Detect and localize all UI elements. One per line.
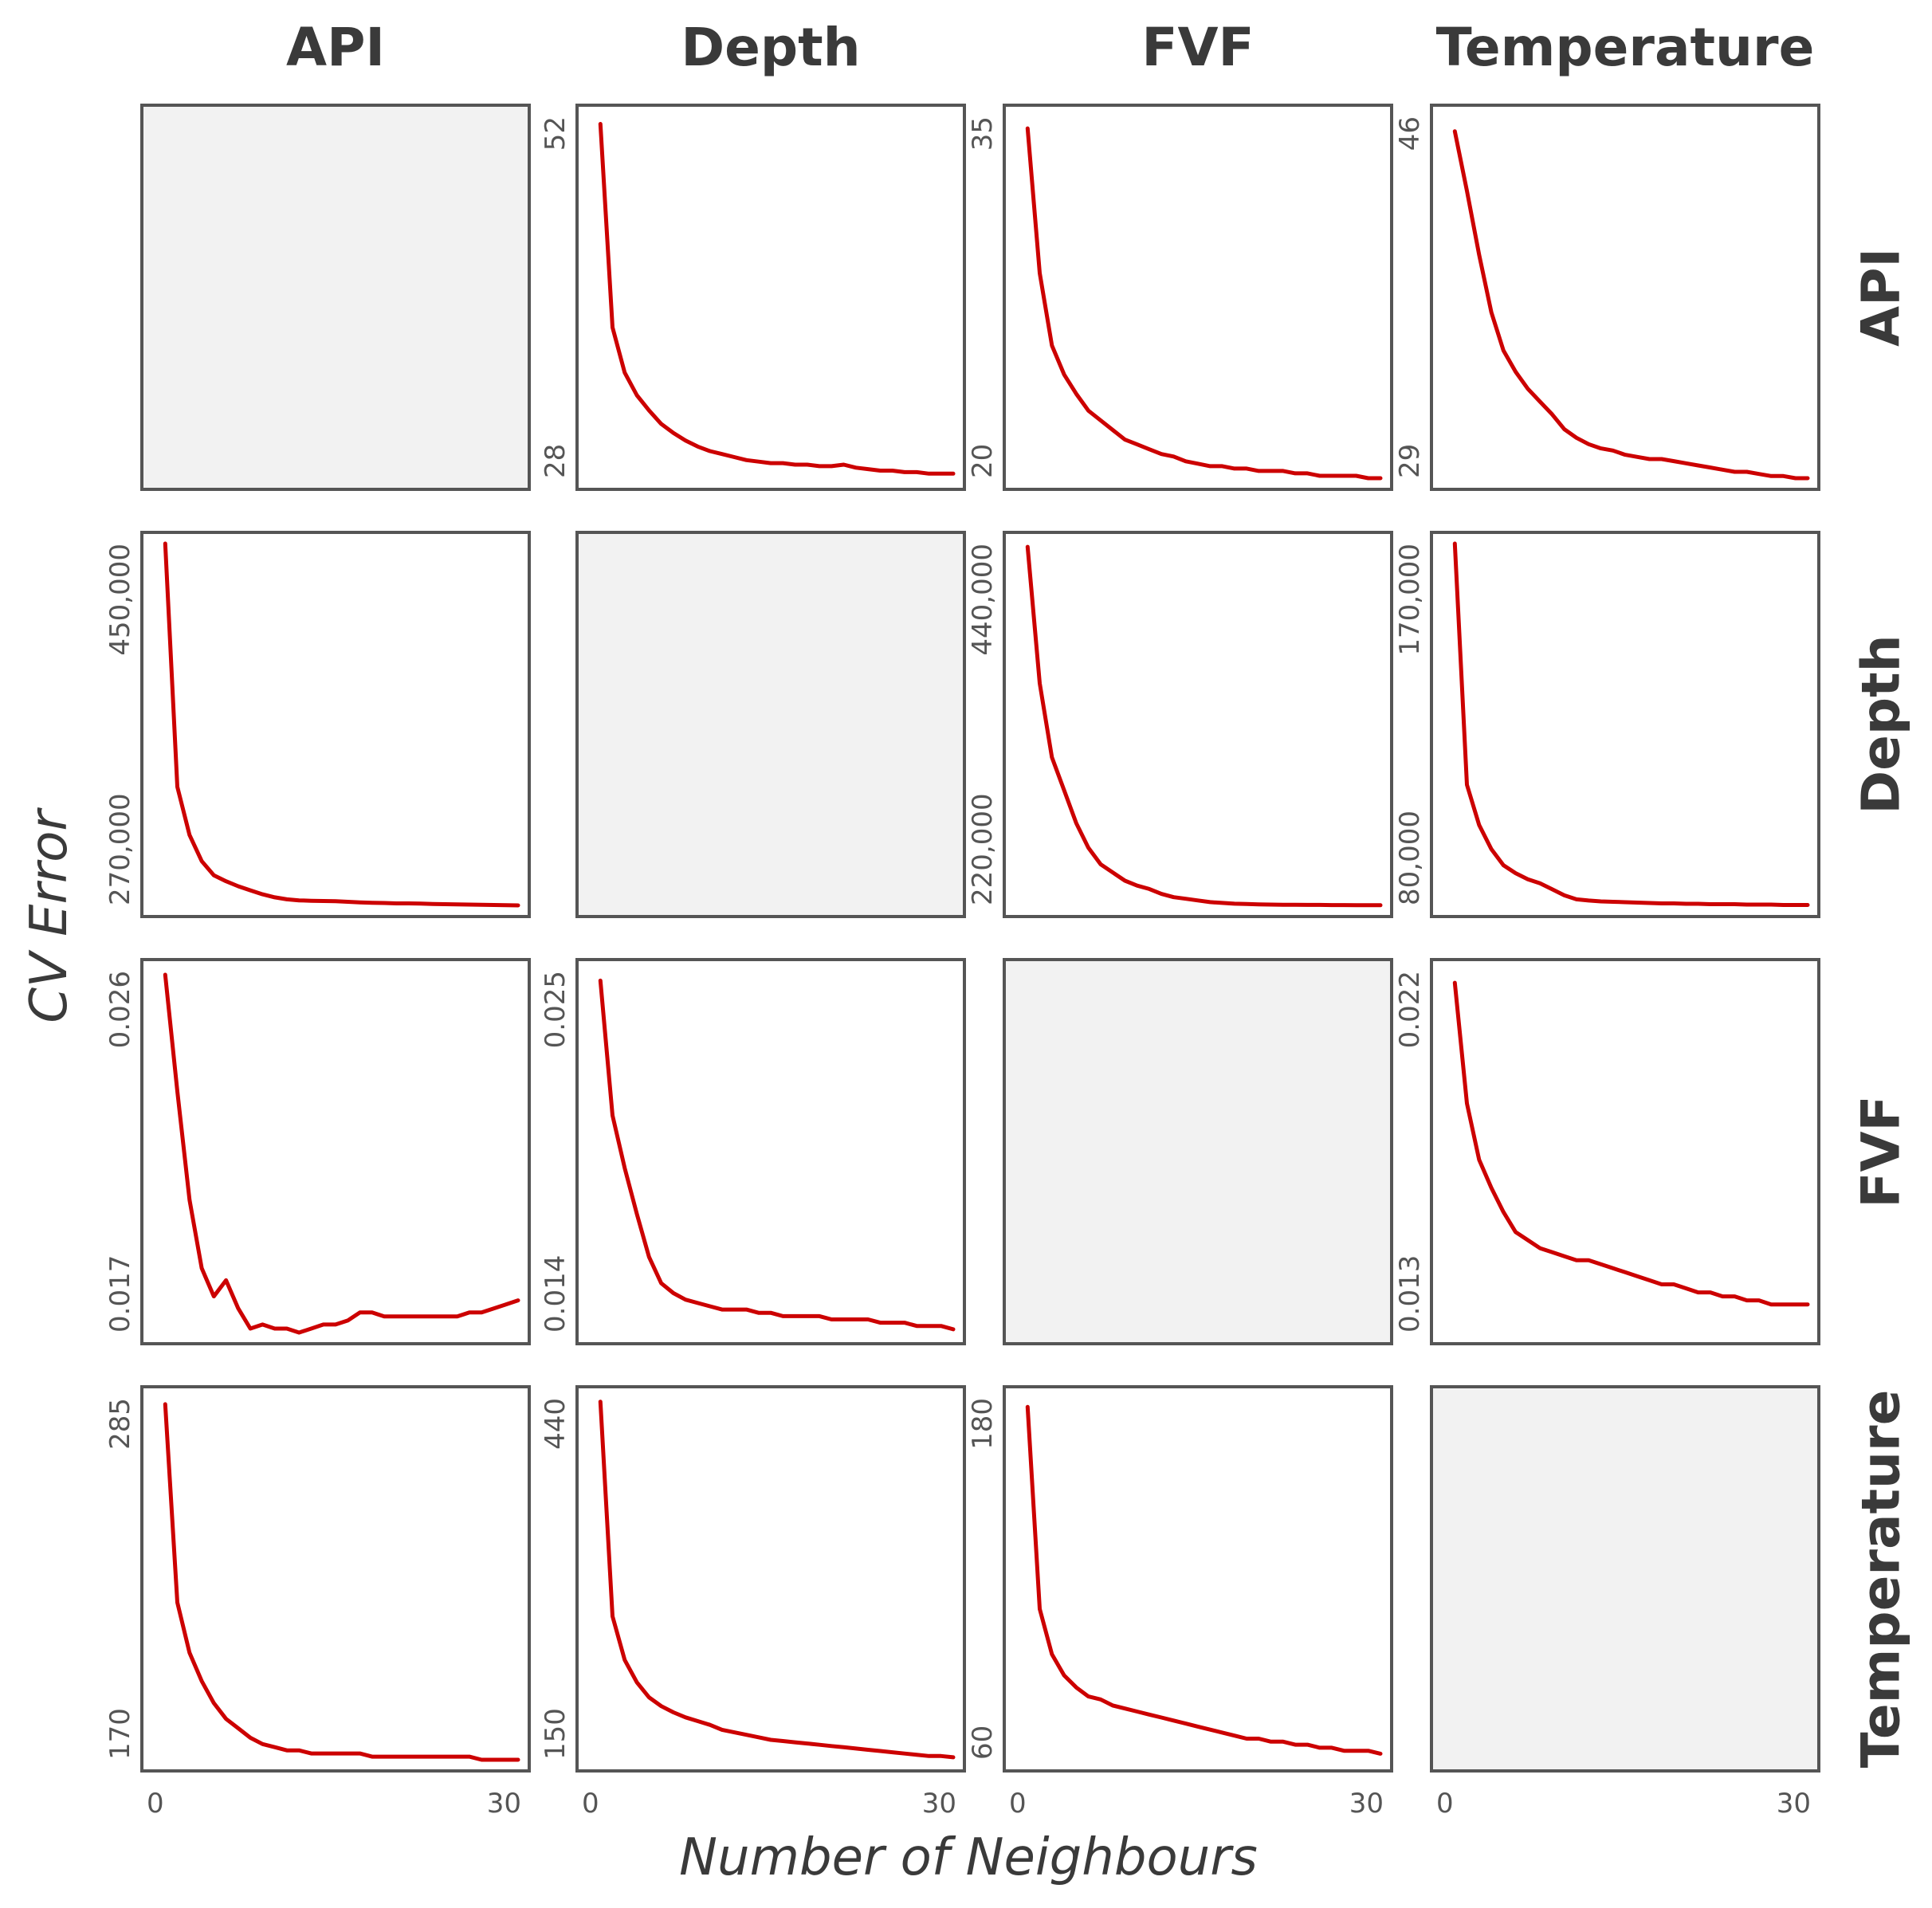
x-tick-max-col2: 30: [1349, 1788, 1384, 1820]
panel-frame-r1-c3: [1430, 531, 1820, 918]
series-line-r1-c2: [1025, 544, 1383, 908]
series-line-r3-c1: [598, 1400, 956, 1760]
y-tick-max-r2-c1: 0.025: [540, 971, 571, 1048]
y-axis-title: CV Error: [20, 807, 79, 1023]
x-tick-max-col1: 30: [922, 1788, 956, 1820]
series-line-r0-c1: [598, 122, 956, 476]
empty-panel-r2-c2: [1003, 958, 1393, 1345]
panel-frame-r0-c2: [1003, 104, 1393, 491]
row-title-temperature: Temperature: [1851, 1390, 1912, 1769]
x-axis-title: Number of Neighbours: [679, 1828, 1258, 1887]
panel-frame-r0-c3: [1430, 104, 1820, 491]
y-tick-max-r0-c1: 52: [540, 116, 571, 151]
y-tick-max-r3-c2: 180: [967, 1398, 999, 1450]
y-tick-min-r1-c3: 80,000: [1394, 811, 1426, 905]
series-line-r0-c2: [1025, 126, 1383, 481]
empty-panel-r0-c0: [140, 104, 531, 491]
y-tick-max-r3-c1: 440: [540, 1398, 571, 1450]
column-title-temperature: Temperature: [1436, 17, 1815, 78]
x-tick-max-col0: 30: [487, 1788, 521, 1820]
row-title-api: API: [1851, 248, 1912, 347]
series-line-r2-c0: [163, 972, 520, 1335]
column-title-fvf: FVF: [1141, 17, 1254, 78]
series-line-r2-c1: [598, 978, 956, 1332]
row-title-fvf: FVF: [1851, 1095, 1912, 1207]
y-tick-max-r1-c0: 450,000: [104, 544, 136, 656]
x-tick-min-col2: 0: [1009, 1788, 1027, 1820]
series-line-r1-c3: [1452, 541, 1810, 907]
y-tick-max-r1-c3: 170,000: [1394, 544, 1426, 656]
empty-panel-r3-c3: [1430, 1385, 1820, 1773]
series-line-r2-c3: [1452, 980, 1810, 1307]
panel-frame-r2-c1: [575, 958, 966, 1345]
y-tick-min-r1-c2: 220,000: [967, 793, 999, 905]
series-line-r3-c2: [1025, 1404, 1383, 1756]
series-line-r0-c3: [1452, 129, 1810, 481]
y-tick-max-r0-c3: 46: [1394, 116, 1426, 151]
y-tick-min-r2-c0: 0.017: [104, 1255, 136, 1333]
series-line-r3-c0: [163, 1402, 520, 1762]
panel-frame-r3-c1: [575, 1385, 966, 1773]
y-tick-min-r0-c3: 29: [1394, 444, 1426, 478]
x-tick-min-col1: 0: [582, 1788, 599, 1820]
x-tick-min-col3: 0: [1436, 1788, 1454, 1820]
column-title-depth: Depth: [681, 17, 860, 78]
y-tick-min-r3-c2: 60: [967, 1725, 999, 1760]
x-tick-max-col3: 30: [1777, 1788, 1811, 1820]
y-tick-max-r1-c2: 440,000: [967, 544, 999, 656]
y-tick-max-r0-c2: 35: [967, 116, 999, 151]
panel-frame-r2-c0: [140, 958, 531, 1345]
panel-frame-r0-c1: [575, 104, 966, 491]
x-tick-min-col0: 0: [147, 1788, 164, 1820]
empty-panel-r1-c1: [575, 531, 966, 918]
y-tick-max-r2-c3: 0.022: [1394, 971, 1426, 1048]
y-tick-min-r2-c1: 0.014: [540, 1255, 571, 1333]
y-tick-max-r3-c0: 285: [104, 1398, 136, 1450]
y-tick-min-r3-c0: 170: [104, 1708, 136, 1760]
panel-frame-r3-c0: [140, 1385, 531, 1773]
panel-frame-r1-c0: [140, 531, 531, 918]
y-tick-min-r0-c1: 28: [540, 444, 571, 478]
column-title-api: API: [286, 17, 385, 78]
panel-frame-r3-c2: [1003, 1385, 1393, 1773]
series-line-r1-c0: [163, 541, 520, 908]
y-tick-max-r2-c0: 0.026: [104, 971, 136, 1048]
panel-frame-r2-c3: [1430, 958, 1820, 1345]
row-title-depth: Depth: [1851, 634, 1912, 814]
y-tick-min-r0-c2: 20: [967, 444, 999, 478]
panel-frame-r1-c2: [1003, 531, 1393, 918]
y-tick-min-r3-c1: 150: [540, 1708, 571, 1760]
y-tick-min-r2-c3: 0.013: [1394, 1255, 1426, 1333]
y-tick-min-r1-c0: 270,000: [104, 793, 136, 905]
